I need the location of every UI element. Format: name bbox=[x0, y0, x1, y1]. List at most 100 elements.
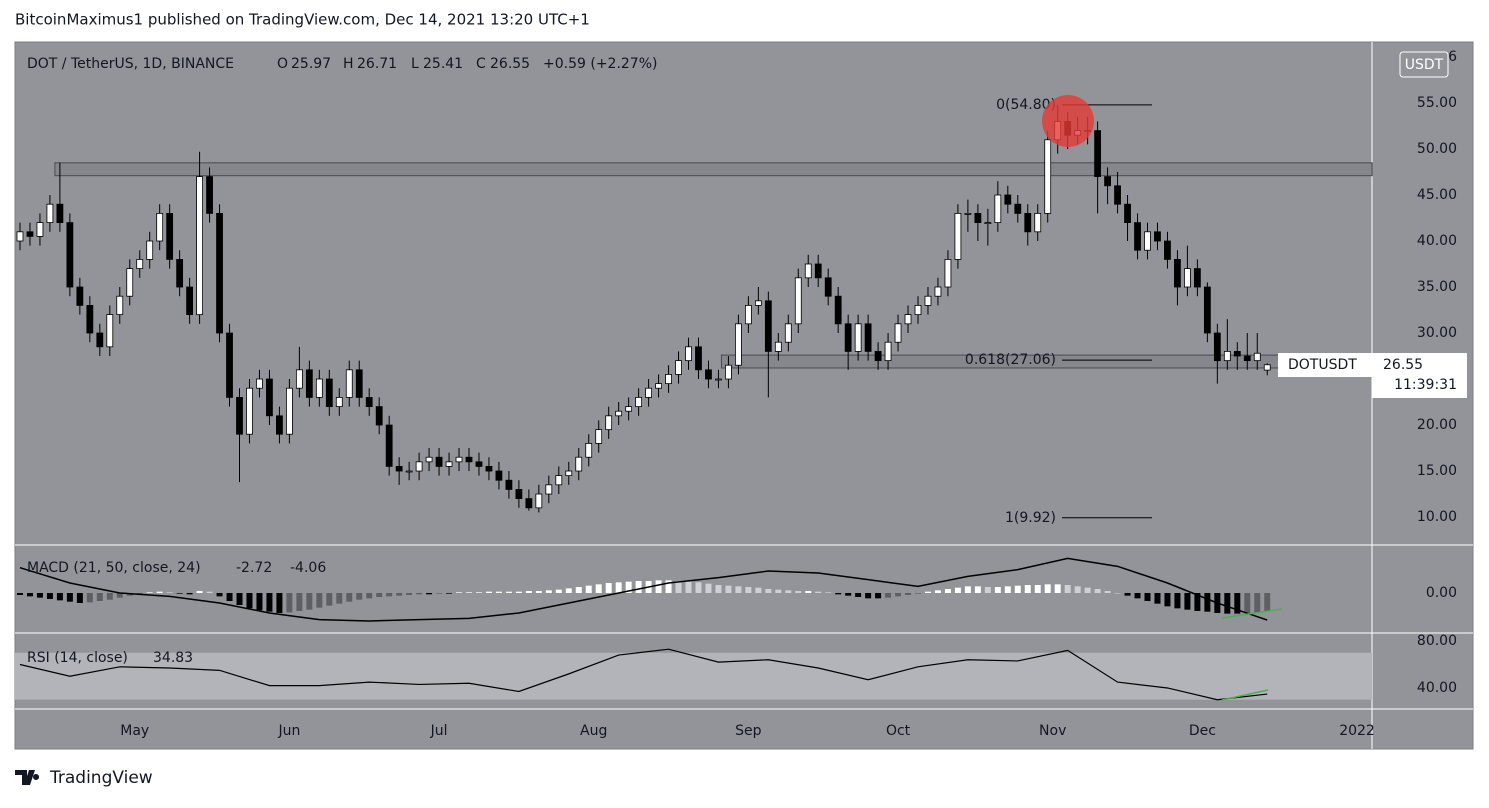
macd-histogram-bar bbox=[964, 586, 971, 593]
candle-body bbox=[1233, 351, 1241, 357]
macd-histogram-bar bbox=[146, 592, 153, 593]
candle-body bbox=[705, 369, 712, 380]
macd-histogram-bar bbox=[525, 591, 532, 593]
candle-body bbox=[395, 466, 403, 472]
macd-histogram-bar bbox=[96, 593, 103, 601]
macd-histogram-bar bbox=[1054, 584, 1061, 593]
y-tick-label: 50.00 bbox=[1417, 141, 1457, 157]
candle-body bbox=[1164, 240, 1171, 260]
macd-histogram-bar bbox=[176, 593, 183, 594]
candle-body bbox=[1253, 352, 1261, 362]
main-legend: DOT / TetherUS, 1D, BINANCE O 25.97 H 26… bbox=[27, 56, 657, 72]
macd-histogram-bar bbox=[336, 593, 343, 604]
candle-body bbox=[505, 479, 513, 490]
macd-histogram-bar bbox=[316, 593, 323, 608]
brand-name: TradingView bbox=[49, 768, 153, 788]
candle-body bbox=[46, 203, 54, 224]
candle-body bbox=[1154, 231, 1161, 242]
candle-body bbox=[914, 305, 922, 316]
macd-histogram-bar bbox=[1184, 593, 1191, 610]
fib-label: 0(54.80) bbox=[996, 97, 1056, 113]
macd-line bbox=[19, 557, 1268, 622]
candle-body bbox=[944, 259, 952, 288]
macd-histogram-bar bbox=[426, 593, 433, 595]
rsi-value: 34.83 bbox=[153, 650, 193, 666]
macd-histogram-bar bbox=[655, 580, 662, 593]
macd-histogram-bar bbox=[725, 585, 732, 593]
candle-body bbox=[136, 259, 144, 270]
candle-body bbox=[1184, 268, 1191, 288]
candle-body bbox=[655, 383, 662, 389]
candle-body bbox=[226, 332, 233, 398]
candle-body bbox=[555, 475, 563, 486]
macd-histogram-bar bbox=[665, 580, 672, 593]
candle-body bbox=[764, 300, 772, 352]
macd-histogram-bar bbox=[615, 582, 622, 593]
candle-body bbox=[744, 305, 752, 325]
ohlc-label: O bbox=[277, 56, 288, 72]
candle-body bbox=[96, 332, 104, 348]
macd-histogram-bar bbox=[595, 584, 602, 593]
y-tick-label: 10.00 bbox=[1417, 509, 1457, 525]
macd-histogram-bar bbox=[855, 593, 862, 597]
candle-body bbox=[1263, 364, 1271, 371]
candle-body bbox=[695, 346, 702, 371]
candle-body bbox=[106, 314, 114, 348]
candle-body bbox=[1024, 213, 1032, 233]
macd-histogram-bar bbox=[475, 592, 482, 593]
candle-body bbox=[1034, 213, 1042, 233]
footer: TradingView bbox=[15, 768, 153, 788]
candle-body bbox=[375, 406, 383, 426]
candle-body bbox=[305, 369, 313, 398]
macd-histogram-bar bbox=[1124, 593, 1131, 596]
candle-body bbox=[794, 277, 802, 325]
macd-histogram-bar bbox=[875, 593, 882, 599]
macd-histogram-bar bbox=[456, 592, 463, 593]
candle-body bbox=[1243, 355, 1251, 362]
candle-body bbox=[126, 268, 134, 297]
horizontal-zone bbox=[54, 162, 1373, 177]
fib-label: 1(9.92) bbox=[1005, 510, 1056, 526]
candle-body bbox=[56, 203, 64, 224]
candle-body bbox=[1193, 268, 1201, 288]
macd-histogram-bar bbox=[845, 593, 852, 596]
candle-body bbox=[625, 406, 633, 412]
candle-body bbox=[685, 346, 692, 362]
macd-histogram-bar bbox=[555, 589, 562, 593]
candle-body bbox=[645, 387, 652, 398]
change-value: +0.59 (+2.27%) bbox=[543, 56, 657, 72]
macd-histogram-bar bbox=[1234, 593, 1241, 614]
y-tick-label: 15.00 bbox=[1417, 463, 1457, 479]
axis-badges: USDT DOTUSDT 26.55 11:39:31 bbox=[1278, 51, 1467, 398]
macd-histogram-bar bbox=[326, 593, 333, 606]
marks: 0(54.80) 0.618(27.06) 1(9.92) 10.00 15.00 20.… bbox=[15, 49, 1457, 739]
candle-body bbox=[904, 314, 912, 325]
candle-body bbox=[725, 364, 732, 380]
macd-histogram-bar bbox=[286, 593, 293, 613]
ohlc-label: C bbox=[476, 56, 486, 72]
x-tick-label: Jun bbox=[277, 723, 300, 739]
candle-body bbox=[854, 323, 862, 352]
candle-body bbox=[715, 378, 722, 381]
candle-body bbox=[844, 323, 852, 352]
last-price: 26.55 bbox=[1383, 357, 1423, 373]
candle-body bbox=[385, 424, 393, 467]
y-tick-label: 55.00 bbox=[1417, 95, 1457, 111]
macd-histogram-bar bbox=[1164, 593, 1171, 607]
macd-histogram-bar bbox=[805, 591, 812, 593]
macd-histogram-bar bbox=[86, 593, 93, 603]
x-tick-label: Aug bbox=[580, 723, 607, 739]
macd-histogram-bar bbox=[984, 587, 991, 593]
candle-body bbox=[266, 378, 273, 417]
macd-histogram-bar bbox=[934, 590, 941, 593]
macd-histogram-bar bbox=[745, 587, 752, 593]
macd-histogram-bar bbox=[1034, 585, 1041, 593]
macd-histogram-bar bbox=[46, 593, 53, 599]
macd-histogram-bar bbox=[1084, 587, 1091, 593]
candle-body bbox=[615, 410, 623, 417]
y-tick-label: 0.00 bbox=[1426, 585, 1457, 601]
candle-body bbox=[345, 369, 353, 398]
macd-histogram-bar bbox=[1114, 593, 1121, 594]
symbol-label: DOTUSDT bbox=[1288, 357, 1357, 373]
macd-histogram-bar bbox=[755, 587, 762, 593]
